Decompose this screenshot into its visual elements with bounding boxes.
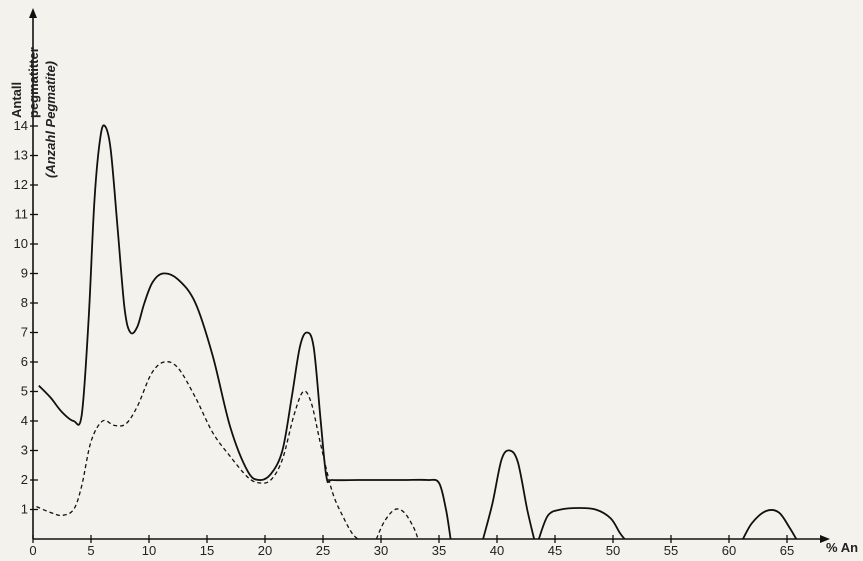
- y-tick-label: 4: [21, 413, 28, 428]
- x-tick-label: 5: [87, 543, 94, 558]
- x-tick-label: 0: [29, 543, 36, 558]
- y-tick-label: 11: [15, 207, 29, 222]
- y-axis-label-line-3: (Anzahl Pegmatite): [43, 61, 58, 178]
- x-axis-label: % An: [826, 540, 858, 555]
- x-tick-label: 35: [432, 543, 446, 558]
- x-tick-label: 10: [142, 543, 156, 558]
- y-tick-label: 13: [14, 148, 28, 163]
- y-axis-arrow: [29, 8, 37, 18]
- x-tick-label: 30: [374, 543, 388, 558]
- ticks: 0 5 10 15 20 25 30 35 40 45 50 55 60 6512345678910111…: [14, 118, 795, 558]
- x-tick-label: 60: [722, 543, 736, 558]
- series-layer: [36, 124, 798, 540]
- solid-series-line: [482, 449, 535, 540]
- y-tick-label: 2: [21, 472, 28, 487]
- x-tick-label: 65: [780, 543, 794, 558]
- solid-series-line: [38, 124, 452, 540]
- y-tick-label: 5: [21, 384, 28, 399]
- y-axis-label-line-2: pegmatitter: [26, 47, 41, 118]
- y-tick-label: 10: [14, 236, 28, 251]
- x-axis-arrow: [820, 535, 830, 543]
- x-tick-label: 25: [316, 543, 330, 558]
- x-tick-label: 40: [490, 543, 504, 558]
- y-axis-label-line-1: Antall: [9, 82, 24, 118]
- y-tick-label: 8: [21, 295, 28, 310]
- solid-series-line: [742, 509, 798, 540]
- x-tick-label: 50: [606, 543, 620, 558]
- x-tick-label: 15: [200, 543, 214, 558]
- x-tick-label: 55: [664, 543, 678, 558]
- x-tick-label: 20: [258, 543, 272, 558]
- y-tick-label: 1: [21, 502, 28, 517]
- y-tick-label: 9: [21, 266, 28, 281]
- y-tick-label: 12: [14, 177, 28, 192]
- dashed-series-line: [375, 508, 419, 540]
- y-tick-label: 3: [21, 443, 28, 458]
- series-2-dashed: [36, 361, 419, 540]
- y-tick-label: 6: [21, 354, 28, 369]
- axis-labels: % An Antall pegmatitter (Anzahl Pegmatit…: [9, 47, 858, 555]
- y-tick-label: 7: [21, 325, 28, 340]
- solid-series-line: [537, 507, 626, 540]
- series-1-solid: [38, 124, 798, 540]
- y-tick-label: 14: [14, 118, 28, 133]
- axes: [29, 8, 830, 543]
- dashed-series-line: [36, 361, 359, 540]
- x-tick-label: 45: [548, 543, 562, 558]
